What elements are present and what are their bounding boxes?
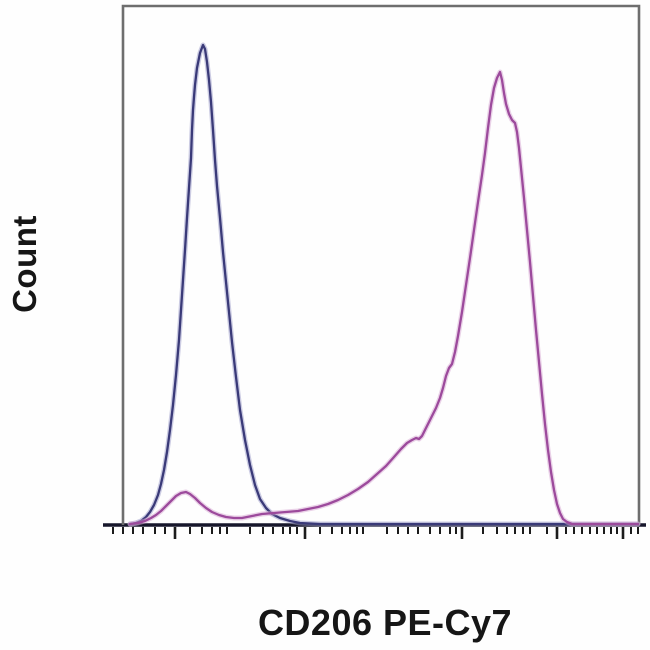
x-axis-label: CD206 PE-Cy7 [257,602,513,643]
unstained-control-histogram-halo [127,42,641,527]
cd206-pe-cy7-stained-histogram-halo [127,69,641,527]
unstained-control-histogram [128,43,640,526]
plot-frame [121,4,641,525]
cd206-pe-cy7-stained-histogram [128,70,640,526]
y-axis-label: Count [6,215,43,313]
